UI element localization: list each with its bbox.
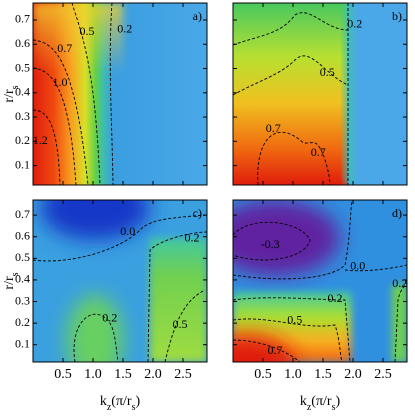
y-tick-label: 0.7 — [15, 207, 30, 221]
label-part: s — [332, 402, 336, 413]
label-part: ) — [135, 394, 140, 409]
contour-label: 0.2 — [392, 276, 407, 290]
x-tick-label: 0.5 — [54, 367, 72, 382]
field-a — [33, 3, 207, 185]
x-tick-label: 1.5 — [314, 367, 332, 382]
x-tick-label: 1.0 — [84, 367, 102, 382]
y-tick-label: 0.2 — [15, 315, 30, 329]
contour-label: 0.5 — [173, 317, 188, 331]
label-part: s — [10, 85, 21, 89]
contour-label: 0.0 — [350, 259, 365, 273]
contour-label: 0.2 — [328, 291, 343, 305]
contour-label: 0.7 — [57, 41, 72, 55]
field-b — [233, 3, 407, 185]
contour-label: 0.2 — [102, 311, 117, 325]
plot-frame — [32, 2, 208, 186]
y-tick-label: 0.6 — [15, 36, 30, 50]
field-c — [33, 200, 207, 362]
panel-label: d) — [392, 206, 402, 220]
panel-label: a) — [193, 9, 202, 23]
x-tick-label: 1.5 — [114, 367, 132, 382]
x-axis-label: kz(π/rs) — [100, 394, 141, 413]
y-tick-label: 0.5 — [15, 60, 30, 74]
contour-label: 0.2 — [185, 231, 200, 245]
panel-label: b) — [392, 9, 402, 23]
contour-label: -0.3 — [261, 237, 280, 251]
contour-label: 0.5 — [80, 24, 95, 38]
y-tick-label: 0.3 — [15, 293, 30, 307]
contour-label: 0.5 — [320, 65, 335, 79]
label-part: ) — [335, 394, 340, 409]
label-part: z — [107, 402, 112, 413]
label-part: s — [10, 272, 21, 276]
y-tick-label: 0.2 — [15, 133, 30, 147]
y-axis-label: r/rs — [2, 272, 21, 289]
panel-label: c) — [193, 206, 202, 220]
contour-label: 0.0 — [120, 224, 135, 238]
plot-frame — [232, 199, 408, 363]
label-part: k — [100, 394, 107, 409]
label-part: r/r — [2, 276, 17, 290]
y-tick-label: 0.6 — [15, 228, 30, 242]
x-tick-label: 1.0 — [284, 367, 302, 382]
y-tick-label: 0.5 — [15, 250, 30, 264]
x-tick-label: 2.0 — [144, 367, 162, 382]
contour-label: 0.2 — [347, 17, 362, 31]
x-tick-label: 2.0 — [344, 367, 362, 382]
contour-label: 1.0 — [53, 75, 68, 89]
y-tick-label: 0.1 — [15, 336, 30, 350]
label-part: k — [300, 394, 307, 409]
label-part: s — [132, 402, 136, 413]
y-axis-label: r/rs — [2, 85, 21, 102]
x-tick-label: 2.5 — [174, 367, 192, 382]
label-part: r/r — [2, 89, 17, 103]
y-tick-label: 0.7 — [15, 12, 30, 26]
contour-label: 0.7 — [268, 343, 283, 357]
plot-frame — [232, 2, 408, 186]
label-part: (π/r — [111, 394, 132, 409]
contour-label: 0.2 — [117, 21, 132, 35]
y-tick-label: 0.4 — [15, 85, 30, 99]
y-tick-label: 0.3 — [15, 109, 30, 123]
y-tick-label: 0.4 — [15, 272, 30, 286]
contour-label: 0.7 — [311, 145, 326, 159]
y-tick-label: 0.1 — [15, 157, 30, 171]
plot-frame — [32, 199, 208, 363]
x-tick-label: 2.5 — [374, 367, 392, 382]
contour-label: 0.7 — [266, 121, 281, 135]
contour-label: 0.5 — [287, 313, 302, 327]
x-tick-label: 0.5 — [254, 367, 272, 382]
label-part: (π/r — [311, 394, 332, 409]
contour-label: 1.2 — [33, 133, 48, 147]
x-axis-label: kz(π/rs) — [300, 394, 341, 413]
label-part: z — [307, 402, 312, 413]
field-d — [233, 200, 407, 362]
